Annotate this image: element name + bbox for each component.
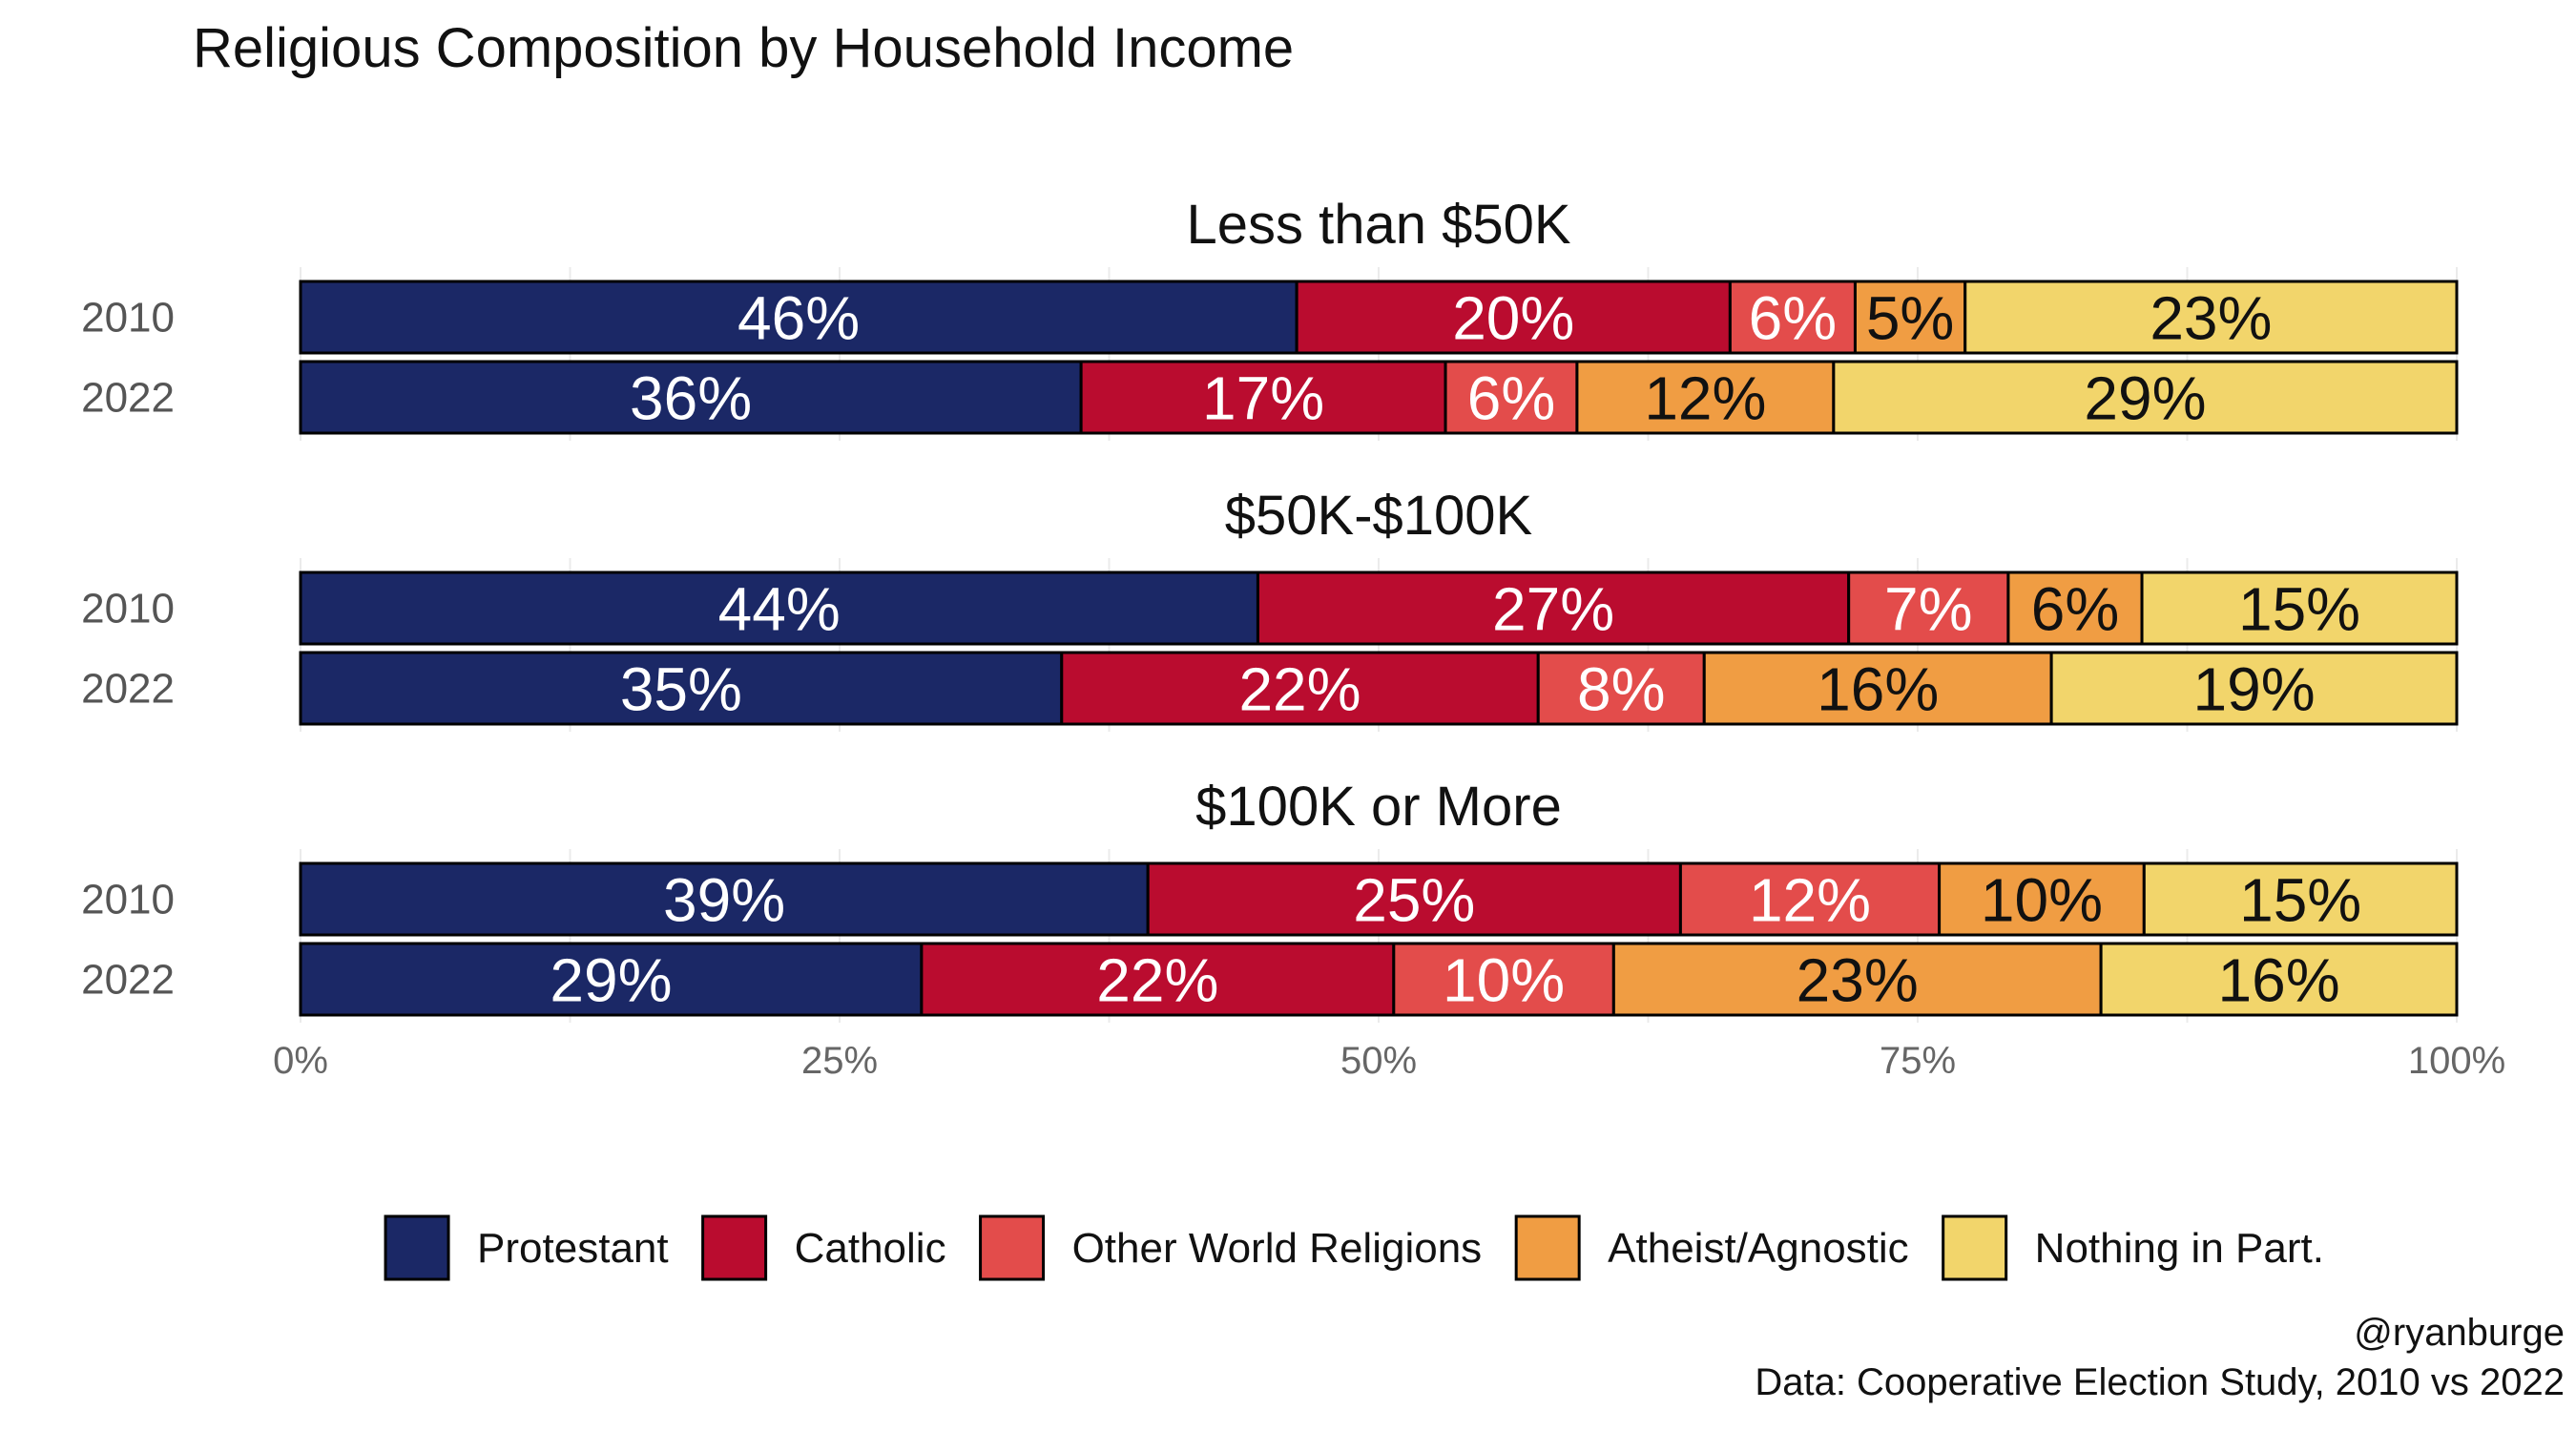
legend-swatch: [1514, 1214, 1581, 1281]
row-label: 2022: [81, 375, 175, 422]
caption-line: @ryanburge: [2354, 1312, 2565, 1354]
bar-segment: [1536, 651, 1706, 726]
data-label: 12%: [1749, 866, 1871, 935]
bar-segment: [299, 942, 924, 1017]
bar-segment: [1146, 861, 1682, 937]
bar-segment: [1963, 280, 2459, 355]
data-label: 29%: [550, 946, 672, 1015]
legend-item: Other World Religions: [979, 1214, 1483, 1281]
bar-segment: [1678, 861, 1942, 937]
bar-segment: [1728, 280, 1857, 355]
legend: Protestant Catholic Other World Religions A…: [384, 1214, 2324, 1281]
x-tick-label: 75%: [1880, 1040, 1956, 1082]
panel-title: $100K or More: [1195, 776, 1562, 838]
data-label: 27%: [1492, 575, 1614, 644]
data-label: 15%: [2239, 866, 2361, 935]
data-label: 46%: [737, 284, 860, 353]
legend-item: Catholic: [701, 1214, 946, 1281]
data-label: 5%: [1866, 284, 1955, 353]
legend-label: Nothing in Part.: [2035, 1225, 2324, 1272]
data-label: 23%: [1797, 946, 1919, 1015]
data-label: 6%: [2031, 575, 2120, 644]
legend-swatch: [979, 1214, 1046, 1281]
data-label: 35%: [620, 655, 742, 724]
legend-item: Nothing in Part.: [1942, 1214, 2324, 1281]
data-label: 10%: [1981, 866, 2103, 935]
data-label: 22%: [1238, 655, 1361, 724]
data-label: 6%: [1749, 284, 1838, 353]
panel: Less than $50K 2010 46% 20% 6% 5% 23% 2022 36% 17…: [81, 194, 2459, 435]
panel-title: Less than $50K: [1186, 194, 1570, 256]
chart-title: Religious Composition by Household Incom…: [193, 17, 1294, 79]
bar-segment: [2142, 861, 2459, 937]
data-label: 17%: [1202, 364, 1324, 433]
x-tick-label: 100%: [2408, 1040, 2505, 1082]
bar-segment: [299, 570, 1259, 646]
bar-segment: [1938, 861, 2146, 937]
row-label: 2010: [81, 295, 175, 342]
x-tick-label: 0%: [273, 1040, 328, 1082]
data-label: 20%: [1452, 284, 1574, 353]
bar-segment: [1444, 360, 1579, 435]
bar-segment: [1611, 942, 2103, 1017]
legend-label: Atheist/Agnostic: [1608, 1225, 1909, 1272]
bar-segment: [920, 942, 1396, 1017]
x-axis: 0% 25% 50% 75% 100%: [273, 1040, 2505, 1082]
legend-item: Protestant: [384, 1214, 669, 1281]
legend-label: Protestant: [477, 1225, 669, 1272]
data-label: 15%: [2238, 575, 2360, 644]
legend-swatch: [701, 1214, 768, 1281]
panel: $100K or More 2010 39% 25% 12% 10% 15% 2022 29% 2…: [81, 776, 2459, 1017]
bar-segment: [1847, 570, 2010, 646]
data-label: 16%: [2218, 946, 2340, 1015]
bar-segment: [1256, 570, 1851, 646]
bar-segment: [1832, 360, 2459, 435]
data-label: 39%: [663, 866, 785, 935]
row-label: 2010: [81, 586, 175, 633]
data-label: 44%: [718, 575, 841, 644]
data-label: 7%: [1884, 575, 1973, 644]
bar-segment: [1575, 360, 1836, 435]
bar-segment: [1060, 651, 1540, 726]
bar-segment: [1392, 942, 1615, 1017]
row-label: 2022: [81, 957, 175, 1004]
row-label: 2010: [81, 877, 175, 923]
data-label: 8%: [1577, 655, 1666, 724]
panel-title: $50K-$100K: [1225, 485, 1533, 547]
legend-label: Catholic: [795, 1225, 946, 1272]
legend-swatch: [1942, 1214, 2008, 1281]
caption-line: Data: Cooperative Election Study, 2010 v…: [1755, 1361, 2565, 1403]
data-label: 36%: [630, 364, 752, 433]
legend-swatch: [384, 1214, 450, 1281]
data-label: 29%: [2084, 364, 2206, 433]
caption: @ryanburge Data: Cooperative Election Stu…: [1755, 1312, 2565, 1403]
bar-segment: [299, 861, 1150, 937]
row-label: 2022: [81, 666, 175, 713]
bar-segment: [1079, 360, 1447, 435]
data-label: 10%: [1443, 946, 1565, 1015]
bar-segment: [2099, 942, 2459, 1017]
panel: $50K-$100K 2010 44% 27% 7% 6% 15% 2022 35% 22% 8% 1…: [81, 485, 2459, 726]
bar-segment: [2006, 570, 2144, 646]
data-label: 6%: [1467, 364, 1556, 433]
bar-segment: [1853, 280, 1967, 355]
data-label: 19%: [2193, 655, 2316, 724]
data-label: 25%: [1353, 866, 1475, 935]
data-label: 16%: [1817, 655, 1939, 724]
data-label: 23%: [2150, 284, 2272, 353]
legend-label: Other World Religions: [1072, 1225, 1483, 1272]
panels-layer: Less than $50K 2010 46% 20% 6% 5% 23% 2022 36% 17…: [81, 194, 2459, 1017]
legend-item: Atheist/Agnostic: [1514, 1214, 1909, 1281]
x-tick-label: 50%: [1340, 1040, 1417, 1082]
data-label: 12%: [1644, 364, 1766, 433]
bar-segment: [2049, 651, 2459, 726]
x-tick-label: 25%: [801, 1040, 878, 1082]
bar-segment: [2140, 570, 2459, 646]
data-label: 22%: [1096, 946, 1218, 1015]
